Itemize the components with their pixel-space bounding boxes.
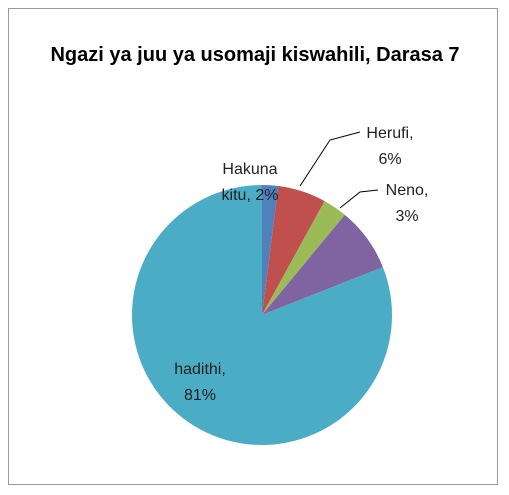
label-part: , [221,361,226,378]
label-part: 6% [378,151,402,168]
label-part: Neno [385,182,424,199]
label-part: Hakuna kitu [221,161,278,204]
label-part: , [423,182,429,199]
leader-line [299,131,361,187]
label-part: , [409,125,414,142]
pie-slice [131,185,392,445]
chart-frame [8,8,498,485]
data-label: hadithi, 81% [160,357,240,409]
pie-slice [262,214,383,315]
label-part: , [246,187,251,204]
label-part: 81% [183,387,217,404]
leader-line [339,189,379,209]
label-part: hadithi [174,361,222,378]
data-label: Herufi, 6% [360,121,420,173]
pie-slice [262,186,325,315]
label-part: 2% [255,187,279,204]
pie-slice [262,185,279,315]
data-label: Hakuna kitu, 2% [215,157,285,209]
label-part: 3% [395,208,419,225]
data-label: Neno, 3% [377,178,437,230]
chart-title: Ngazi ya juu ya usomaji kiswahili, Daras… [50,44,460,66]
label-part: Herufi [366,125,410,142]
pie-slice [262,201,345,315]
